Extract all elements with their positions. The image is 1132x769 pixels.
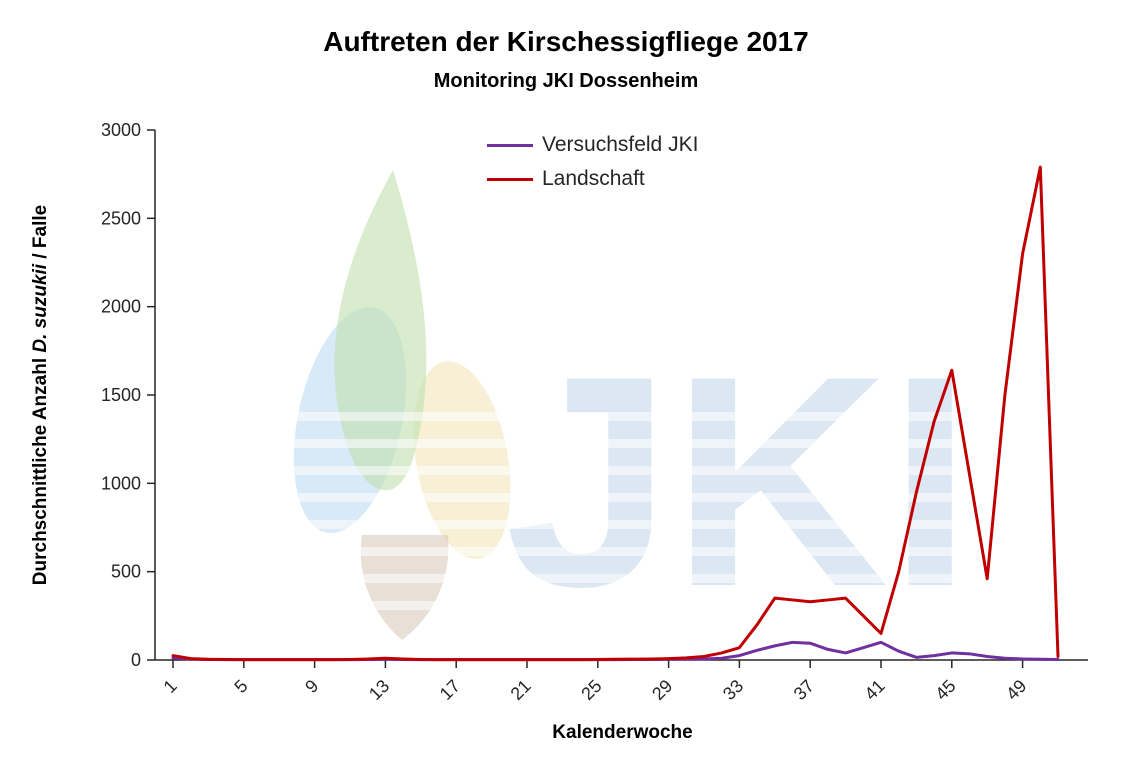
x-tick-label: 17	[436, 676, 464, 704]
y-axis-title: Durchschnittliche Anzahl D. suzukii / Fa…	[30, 205, 51, 585]
x-tick-label: 41	[861, 676, 889, 704]
y-tick-label: 2500	[101, 208, 141, 228]
y-axis-title-prefix: Durchschnittliche Anzahl	[30, 353, 51, 586]
x-tick-label: 21	[507, 676, 535, 704]
legend-line-swatch-versuchsfeld	[487, 143, 533, 147]
x-axis-title: Kalenderwoche	[552, 722, 693, 743]
x-tick-label: 25	[577, 676, 605, 704]
x-tick-label: 13	[365, 676, 393, 704]
legend-item-versuchsfeld-jki: Versuchsfeld JKI	[487, 133, 698, 157]
jki-logo-watermark: JKI	[285, 170, 985, 649]
y-axis-title-suffix: / Falle	[30, 205, 51, 264]
watermark-green-flame	[334, 170, 427, 491]
x-tick-label: 1	[160, 676, 181, 697]
chart-title: Auftreten der Kirschessigfliege 2017	[323, 26, 809, 57]
y-tick-label: 1500	[101, 385, 141, 405]
legend-label-landschaft: Landschaft	[542, 167, 645, 190]
jki-watermark-text: JKI	[505, 313, 972, 649]
x-tick-label: 9	[301, 676, 322, 697]
watermark-yellow-petal	[413, 361, 511, 559]
watermark-stripes	[285, 412, 985, 610]
x-tick-label: 37	[790, 676, 818, 704]
y-axis-title-species: D. suzukii	[30, 263, 51, 352]
y-tick-label: 500	[111, 562, 141, 582]
y-tick-label: 2000	[101, 297, 141, 317]
series-line-landschaft	[171, 165, 1060, 662]
x-tick-label: 45	[931, 676, 959, 704]
legend-line-swatch-landschaft	[487, 177, 533, 181]
x-tick-label: 29	[648, 676, 676, 704]
legend-item-landschaft: Landschaft	[487, 167, 698, 191]
x-tick-label: 49	[1002, 676, 1030, 704]
y-tick-label: 0	[131, 650, 141, 670]
chart-subtitle: Monitoring JKI Dossenheim	[433, 70, 699, 92]
y-tick-label: 1000	[101, 473, 141, 493]
watermark-brown-base	[360, 535, 449, 640]
y-tick-label: 3000	[101, 120, 141, 140]
legend: Versuchsfeld JKI Landschaft	[487, 133, 698, 191]
x-tick-label: 5	[230, 676, 251, 697]
legend-label-versuchsfeld: Versuchsfeld JKI	[542, 133, 699, 156]
x-tick-label: 33	[719, 676, 747, 704]
